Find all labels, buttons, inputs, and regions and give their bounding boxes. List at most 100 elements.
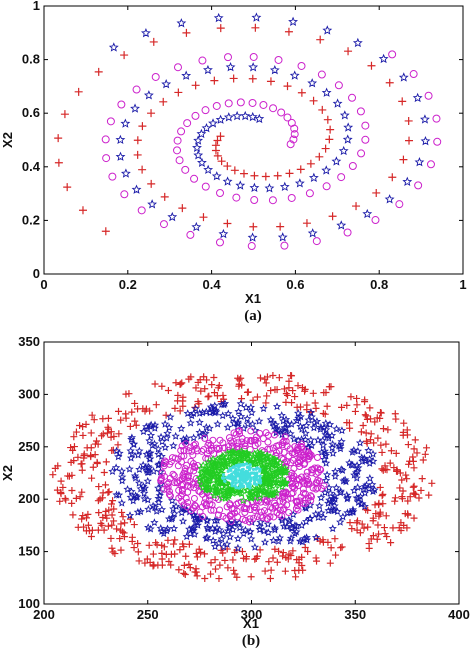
chart-b-point	[212, 523, 222, 532]
x-tick-label: 300	[241, 607, 263, 622]
chart-b-point	[54, 462, 62, 470]
chart-b-point	[192, 384, 200, 392]
chart-a-point	[199, 213, 208, 222]
chart-b-point	[353, 394, 361, 402]
chart-a-point	[131, 184, 142, 194]
chart-a-point	[426, 160, 435, 169]
chart-b-point	[171, 431, 180, 440]
chart-a-point	[120, 118, 131, 128]
chart-b-point	[269, 536, 278, 545]
chart-b-point	[76, 421, 84, 429]
chart-b-point	[246, 527, 255, 536]
chart-b-point	[404, 497, 412, 505]
chart-b-point	[204, 457, 213, 466]
chart-b-point	[266, 445, 274, 453]
chart-b-point	[280, 448, 288, 456]
chart-a-point	[323, 115, 332, 124]
chart-b-point	[212, 516, 222, 524]
chart-b-point	[205, 424, 214, 432]
chart-b-point	[238, 438, 246, 446]
chart-b-point	[332, 424, 341, 433]
chart-b-point	[342, 490, 351, 499]
chart-b-point	[165, 487, 173, 495]
chart-b-point	[164, 386, 172, 394]
chart-a-point	[362, 208, 373, 219]
chart-b-point	[301, 490, 309, 498]
chart-b-point	[251, 442, 259, 450]
chart-b-point	[179, 540, 187, 548]
chart-b-point	[166, 412, 175, 421]
chart-b-point	[117, 546, 125, 554]
chart-b-point	[157, 452, 166, 461]
chart-b-point	[251, 467, 256, 471]
chart-b-point	[188, 524, 197, 533]
chart-b-point	[410, 445, 418, 453]
chart-b-point	[294, 436, 303, 444]
chart-a-point	[133, 150, 142, 159]
chart-b-point	[171, 550, 179, 558]
chart-b-point	[299, 566, 307, 574]
chart-b-point	[139, 427, 148, 436]
chart-a-point	[321, 144, 330, 153]
chart-b-point	[77, 460, 85, 468]
chart-b-point	[365, 540, 373, 548]
chart-a-point	[331, 156, 342, 166]
chart-b-point	[103, 514, 111, 522]
chart-b-point	[146, 407, 154, 415]
chart-b-point	[126, 446, 135, 455]
chart-b-point	[207, 570, 215, 578]
chart-b-point	[169, 470, 177, 478]
chart-a-point	[287, 118, 296, 127]
chart-b-point	[167, 492, 175, 500]
chart-b-point	[391, 497, 399, 505]
chart-b-point	[188, 447, 196, 455]
chart-b-point	[267, 566, 275, 574]
chart-b-point	[191, 440, 199, 448]
chart-b-point	[88, 411, 96, 419]
chart-a-point	[343, 122, 354, 132]
chart-a-point	[120, 51, 129, 60]
chart-b-point	[232, 465, 236, 469]
chart-b-point	[253, 393, 261, 401]
y-tick-label: 0.6	[22, 105, 40, 120]
chart-b-ticks: 200 250 300 350 400 100 150 200 250 300 350	[18, 334, 470, 622]
chart-b-point	[365, 474, 375, 482]
chart-b-point	[151, 380, 159, 388]
chart-a-point	[225, 62, 236, 72]
x-tick-label: 400	[448, 607, 470, 622]
chart-b-point	[219, 486, 228, 495]
chart-b-point	[191, 501, 199, 509]
chart-a-point	[290, 130, 299, 139]
chart-b-point	[203, 516, 212, 525]
chart-a-point	[181, 165, 190, 174]
chart-a-point	[211, 146, 220, 155]
chart-b-point	[59, 483, 67, 491]
y-tick-label: 0	[33, 266, 40, 281]
chart-b-point	[230, 518, 240, 527]
chart-b-point	[311, 399, 319, 407]
chart-b-point	[336, 486, 345, 495]
chart-a-point	[193, 135, 204, 145]
chart-a-point	[322, 182, 331, 191]
chart-b-point	[163, 524, 172, 533]
chart-b-point	[130, 544, 138, 552]
chart-b-point	[238, 395, 246, 403]
chart-b-point	[218, 451, 227, 460]
chart-b-point	[195, 418, 204, 426]
chart-b-point	[311, 509, 320, 518]
chart-b-point	[238, 381, 246, 389]
chart-b-point	[312, 404, 320, 412]
chart-b-point	[136, 507, 145, 516]
chart-a-point	[274, 55, 283, 64]
chart-b-point	[180, 561, 188, 569]
chart-b-point	[109, 548, 117, 556]
chart-a-point	[307, 228, 318, 238]
chart-b-point	[207, 506, 215, 514]
y-tick-label: 250	[18, 439, 40, 454]
chart-a-point	[161, 79, 172, 89]
chart-b-point	[289, 387, 297, 395]
chart-b-point	[210, 516, 220, 525]
chart-b-point	[163, 429, 172, 437]
chart-b-point	[234, 513, 242, 521]
chart-b-point	[205, 392, 213, 400]
